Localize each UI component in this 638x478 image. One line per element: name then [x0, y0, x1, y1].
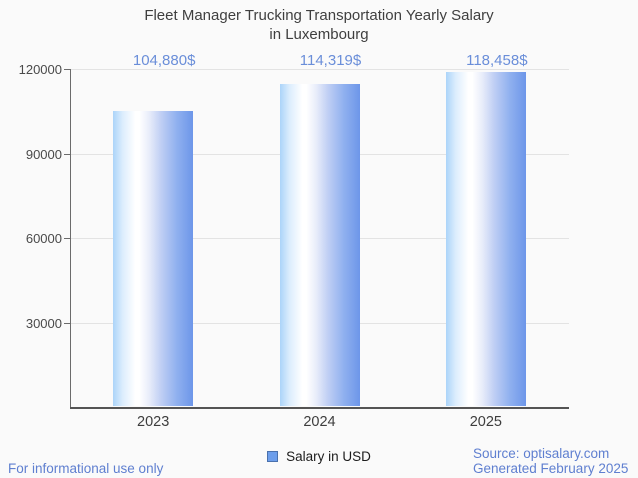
chart-title-line2: in Luxembourg: [269, 26, 369, 43]
source-block: Source: optisalary.com Generated Februar…: [473, 446, 628, 476]
value-label-2023: 104,880$: [132, 52, 196, 69]
bar-2024: [279, 84, 360, 407]
value-label-2024: 114,319$: [299, 52, 362, 69]
generated-text: Generated February 2025: [473, 461, 629, 476]
chart-title: Fleet Manager Trucking Transportation Ye…: [0, 6, 638, 44]
y-axis-tick: [64, 69, 70, 70]
y-axis-tick: [64, 322, 70, 324]
y-axis-tick: [64, 238, 70, 240]
x-axis-label-2023: 2023: [137, 414, 170, 430]
x-axis-label-2024: 2024: [303, 414, 336, 430]
x-axis-label-2025: 2025: [469, 414, 502, 430]
x-axis-line: [70, 406, 569, 409]
y-axis-label: 30000: [25, 315, 62, 331]
y-axis-label: 90000: [25, 146, 62, 162]
legend-swatch-icon: [267, 451, 279, 462]
legend: Salary in USD: [0, 449, 638, 464]
y-axis-line: [70, 69, 71, 408]
source-text: Source: optisalary.com: [473, 446, 610, 461]
chart-title-line1: Fleet Manager Trucking Transportation Ye…: [144, 7, 494, 24]
bar-2025: [445, 72, 526, 407]
value-label-2025: 118,458$: [466, 52, 528, 69]
legend-label: Salary in USD: [286, 449, 371, 464]
disclaimer-text: For informational use only: [8, 461, 164, 476]
y-axis-label: 60000: [25, 231, 62, 247]
y-axis-tick: [64, 153, 70, 155]
y-axis-label: 120000: [18, 62, 62, 77]
gridline: [70, 69, 569, 70]
bar-2023: [113, 110, 194, 407]
